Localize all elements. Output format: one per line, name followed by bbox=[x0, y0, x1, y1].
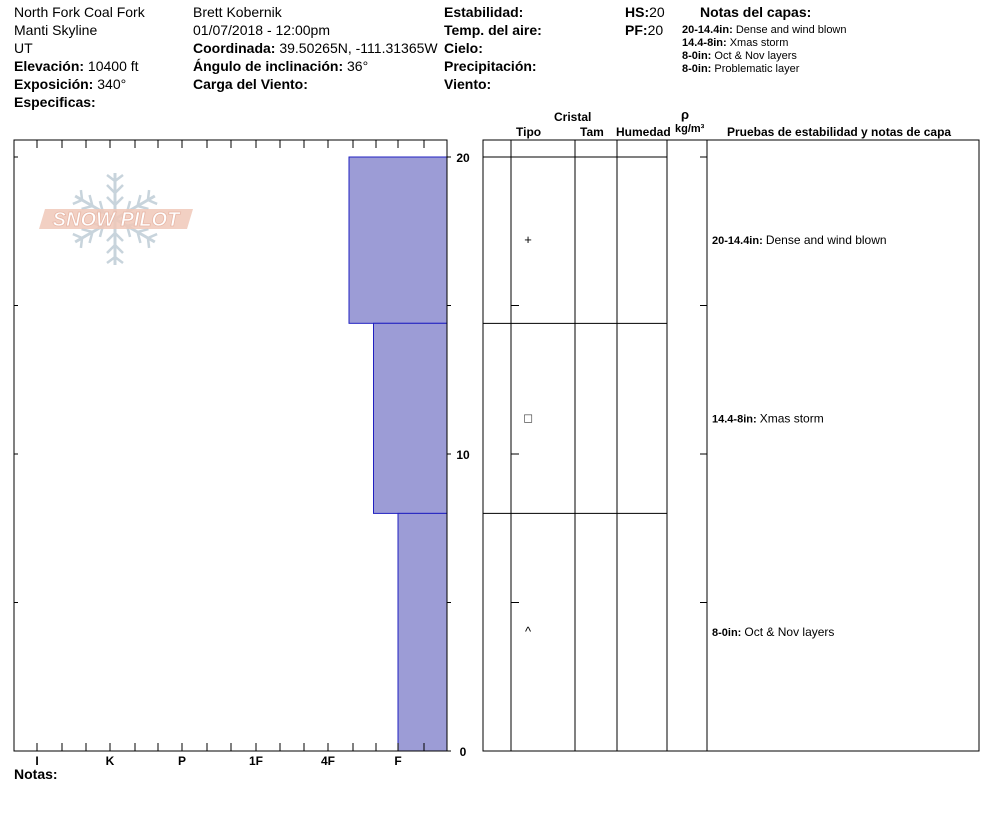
grain-type-symbol: + bbox=[524, 232, 532, 247]
layer-test-note-range: 14.4-8in: bbox=[712, 413, 760, 425]
tests-header: Pruebas de estabilidad y notas de capa bbox=[727, 125, 952, 139]
hs-row: HS:20 bbox=[625, 5, 665, 19]
x-tick-label: 1F bbox=[249, 754, 263, 768]
y-tick-label: 10 bbox=[456, 448, 470, 462]
coordinate-row: Coordinada: 39.50265N, -111.31365W bbox=[193, 41, 438, 55]
wind-label: Viento: bbox=[444, 76, 492, 92]
x-tick-label: I bbox=[35, 754, 38, 768]
layer-note-text: Dense and wind blown bbox=[735, 24, 847, 36]
size-header: Tam bbox=[580, 125, 604, 139]
layer-note: 8-0in: Oct & Nov layers bbox=[682, 51, 797, 62]
hardness-bar bbox=[348, 156, 448, 324]
x-tick-label: 4F bbox=[321, 754, 335, 768]
layer-test-note: 8-0in: Oct & Nov layers bbox=[712, 625, 834, 639]
slope-value: 36° bbox=[347, 58, 369, 74]
layer-test-note: 20-14.4in: Dense and wind blown bbox=[712, 233, 887, 247]
aspect-label: Exposición: bbox=[14, 76, 94, 92]
hs-value: 20 bbox=[649, 4, 665, 20]
air-temp-label: Temp. del aire: bbox=[444, 22, 542, 38]
stability-label: Estabilidad: bbox=[444, 4, 524, 20]
density-unit-header: kg/m³ bbox=[675, 123, 705, 135]
logo-text: SNOW PILOT bbox=[53, 209, 181, 231]
grain-type-symbol: ^ bbox=[525, 624, 532, 639]
sky-label: Cielo: bbox=[444, 40, 483, 56]
precip-label: Precipitación: bbox=[444, 58, 537, 74]
observer-name: Brett Kobernik bbox=[193, 4, 282, 20]
coordinate-value: 39.50265N, -111.31365W bbox=[279, 40, 438, 56]
logo-band bbox=[39, 209, 193, 229]
y-tick-label: 0 bbox=[460, 745, 467, 759]
wind-load-label: Carga del Viento: bbox=[193, 76, 308, 92]
pf-value: 20 bbox=[647, 22, 664, 38]
layer-test-note-text: Oct & Nov layers bbox=[744, 625, 834, 639]
area-name: Manti Skyline bbox=[14, 22, 98, 38]
state-name: UT bbox=[14, 40, 33, 56]
aspect-row: Exposición: 340° bbox=[14, 77, 126, 91]
x-tick-label: K bbox=[106, 754, 115, 768]
layer-test-note-text: Dense and wind blown bbox=[766, 233, 887, 247]
layer-note-range: 14.4-8in: bbox=[682, 37, 727, 49]
observation-datetime: 01/07/2018 - 12:00pm bbox=[193, 22, 330, 38]
pf-row: PF:20 bbox=[625, 23, 663, 37]
layer-test-note: 14.4-8in: Xmas storm bbox=[712, 411, 824, 425]
coordinate-label: Coordinada: bbox=[193, 40, 276, 56]
layer-note: 20-14.4in: Dense and wind blown bbox=[682, 25, 847, 36]
grain-type-symbol: □ bbox=[524, 410, 532, 425]
layer-note-range: 8-0in: bbox=[682, 63, 712, 75]
layer-note: 8-0in: Problematic layer bbox=[682, 64, 799, 75]
layer-test-note-range: 8-0in: bbox=[712, 627, 744, 639]
moisture-header: Humedad bbox=[616, 125, 671, 139]
elevation-label: Elevación: bbox=[14, 58, 85, 74]
hardness-bar bbox=[397, 512, 448, 752]
crystal-header: Cristal bbox=[554, 110, 592, 124]
notes-label: Notas: bbox=[14, 766, 58, 782]
y-tick-label: 20 bbox=[456, 151, 470, 165]
type-header: Tipo bbox=[516, 125, 542, 139]
profile-table-frame bbox=[482, 139, 980, 752]
layer-test-note-range: 20-14.4in: bbox=[712, 235, 766, 247]
layer-note-range: 8-0in: bbox=[682, 50, 712, 62]
rho-header: ρ bbox=[681, 107, 690, 122]
elevation-row: Elevación: 10400 ft bbox=[14, 59, 139, 73]
layer-test-note-text: Xmas storm bbox=[760, 411, 824, 425]
location-name: North Fork Coal Fork bbox=[14, 4, 145, 20]
slope-row: Ángulo de inclinación: 36° bbox=[193, 59, 368, 73]
hardness-bar bbox=[373, 322, 448, 514]
pf-label: PF: bbox=[625, 22, 648, 38]
x-tick-label: P bbox=[178, 754, 186, 768]
hs-label: HS: bbox=[625, 4, 650, 20]
layer-note-text: Oct & Nov layers bbox=[714, 50, 797, 62]
layer-notes-title: Notas del capas: bbox=[700, 4, 812, 20]
slope-label: Ángulo de inclinación: bbox=[193, 58, 344, 74]
snowpilot-logo: SNOW PILOT bbox=[39, 173, 193, 265]
elevation-value: 10400 ft bbox=[87, 58, 139, 74]
layer-note-text: Xmas storm bbox=[729, 37, 789, 49]
layer-note-text: Problematic layer bbox=[714, 63, 800, 75]
x-tick-label: F bbox=[394, 754, 401, 768]
layer-note: 14.4-8in: Xmas storm bbox=[682, 38, 788, 49]
specifics-label: Especificas: bbox=[14, 94, 96, 110]
aspect-value: 340° bbox=[97, 76, 127, 92]
layer-note-range: 20-14.4in: bbox=[682, 24, 733, 36]
